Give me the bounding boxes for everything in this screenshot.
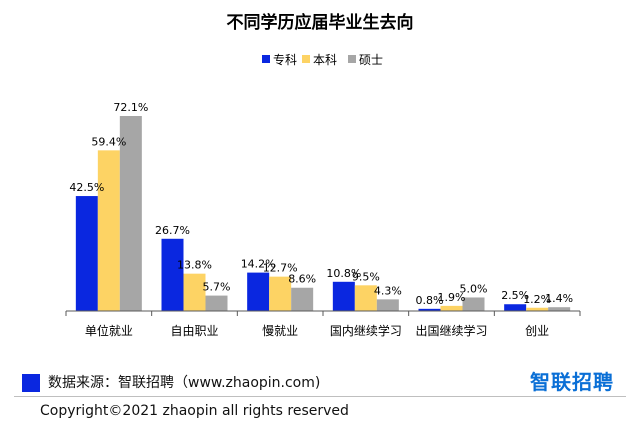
legend-label-3: 硕士 bbox=[359, 53, 383, 67]
bar-6-3 bbox=[548, 307, 571, 311]
bar-6-2 bbox=[526, 307, 549, 311]
value-label-2-1: 26.7% bbox=[155, 224, 190, 237]
bar-2-3 bbox=[205, 295, 228, 311]
bar-5-2 bbox=[440, 305, 463, 311]
source-footer: 数据来源：智联招聘（www.zhaopin.com) 智联招聘 bbox=[0, 368, 640, 398]
bar-6-1 bbox=[504, 304, 527, 311]
x-tick-label-1: 单位就业 bbox=[85, 323, 133, 338]
value-label-5-1: 0.8% bbox=[416, 294, 444, 307]
x-tick-label-5: 出国继续学习 bbox=[415, 323, 487, 338]
value-label-6-3: 1.4% bbox=[545, 292, 573, 305]
value-label-3-2: 12.7% bbox=[263, 262, 298, 275]
copyright-text: Copyright©2021 zhaopin all rights reserv… bbox=[40, 403, 349, 419]
legend-swatch-2 bbox=[302, 55, 310, 63]
x-ticks bbox=[65, 311, 581, 316]
bar-4-3 bbox=[376, 299, 399, 311]
value-label-4-3: 4.3% bbox=[374, 284, 402, 297]
value-label-4-1: 10.8% bbox=[326, 267, 361, 280]
bar-3-1 bbox=[247, 272, 270, 311]
value-label-3-1: 14.2% bbox=[241, 258, 276, 271]
value-labels: 42.5% 59.4% 72.1% 26.7% 13.8% 5.7% 14.2%12.7%8… bbox=[69, 101, 573, 307]
bar-4-2 bbox=[354, 285, 377, 311]
bar-3-3 bbox=[291, 287, 314, 311]
value-label-3-3: 8.6% bbox=[288, 273, 316, 286]
legend-swatch-1 bbox=[262, 55, 270, 63]
x-tick-label-6: 创业 bbox=[525, 324, 549, 338]
value-label-1-3: 72.1% bbox=[113, 101, 148, 114]
footer-divider bbox=[14, 396, 626, 397]
zhaopin-logo: 智联招聘 bbox=[530, 370, 614, 394]
x-tick-labels: 单位就业 自由职业 慢就业 国内继续学习 出国继续学习 创业 bbox=[85, 323, 549, 338]
bar-3-2 bbox=[269, 276, 292, 311]
bars bbox=[75, 116, 571, 311]
bar-1-1 bbox=[75, 196, 98, 311]
x-tick-label-3: 慢就业 bbox=[262, 324, 298, 338]
bar-1-2 bbox=[97, 150, 120, 311]
bar-2-1 bbox=[161, 238, 184, 311]
bar-4-1 bbox=[332, 281, 355, 311]
value-label-2-2: 13.8% bbox=[177, 259, 212, 272]
source-marker bbox=[22, 374, 40, 392]
x-tick-label-2: 自由职业 bbox=[170, 324, 218, 338]
legend: 专科 本科 硕士 bbox=[262, 52, 383, 67]
value-label-4-2: 9.5% bbox=[352, 270, 380, 283]
value-label-1-1: 42.5% bbox=[69, 181, 104, 194]
value-label-6-1: 2.5% bbox=[501, 289, 529, 302]
bar-1-3 bbox=[119, 116, 142, 311]
value-label-6-2: 1.2% bbox=[523, 293, 551, 306]
source-text: 数据来源：智联招聘（www.zhaopin.com) bbox=[48, 375, 321, 391]
value-label-5-2: 1.9% bbox=[438, 291, 466, 304]
bar-2-2 bbox=[183, 273, 206, 311]
legend-swatch-3 bbox=[348, 55, 356, 63]
value-label-2-3: 5.7% bbox=[203, 281, 231, 294]
x-tick-label-4: 国内继续学习 bbox=[330, 323, 402, 338]
bar-5-1 bbox=[418, 308, 441, 311]
chart-title: 不同学历应届毕业生去向 bbox=[227, 12, 414, 33]
value-label-1-2: 59.4% bbox=[91, 135, 126, 148]
legend-label-1: 专科 bbox=[273, 52, 297, 67]
legend-label-2: 本科 bbox=[313, 53, 337, 67]
bar-5-3 bbox=[462, 297, 485, 311]
chart: 不同学历应届毕业生去向 专科 本科 硕士 42.5% 59.4% 72.1% 26.7% 1… bbox=[65, 12, 581, 338]
value-label-5-3: 5.0% bbox=[460, 282, 488, 295]
